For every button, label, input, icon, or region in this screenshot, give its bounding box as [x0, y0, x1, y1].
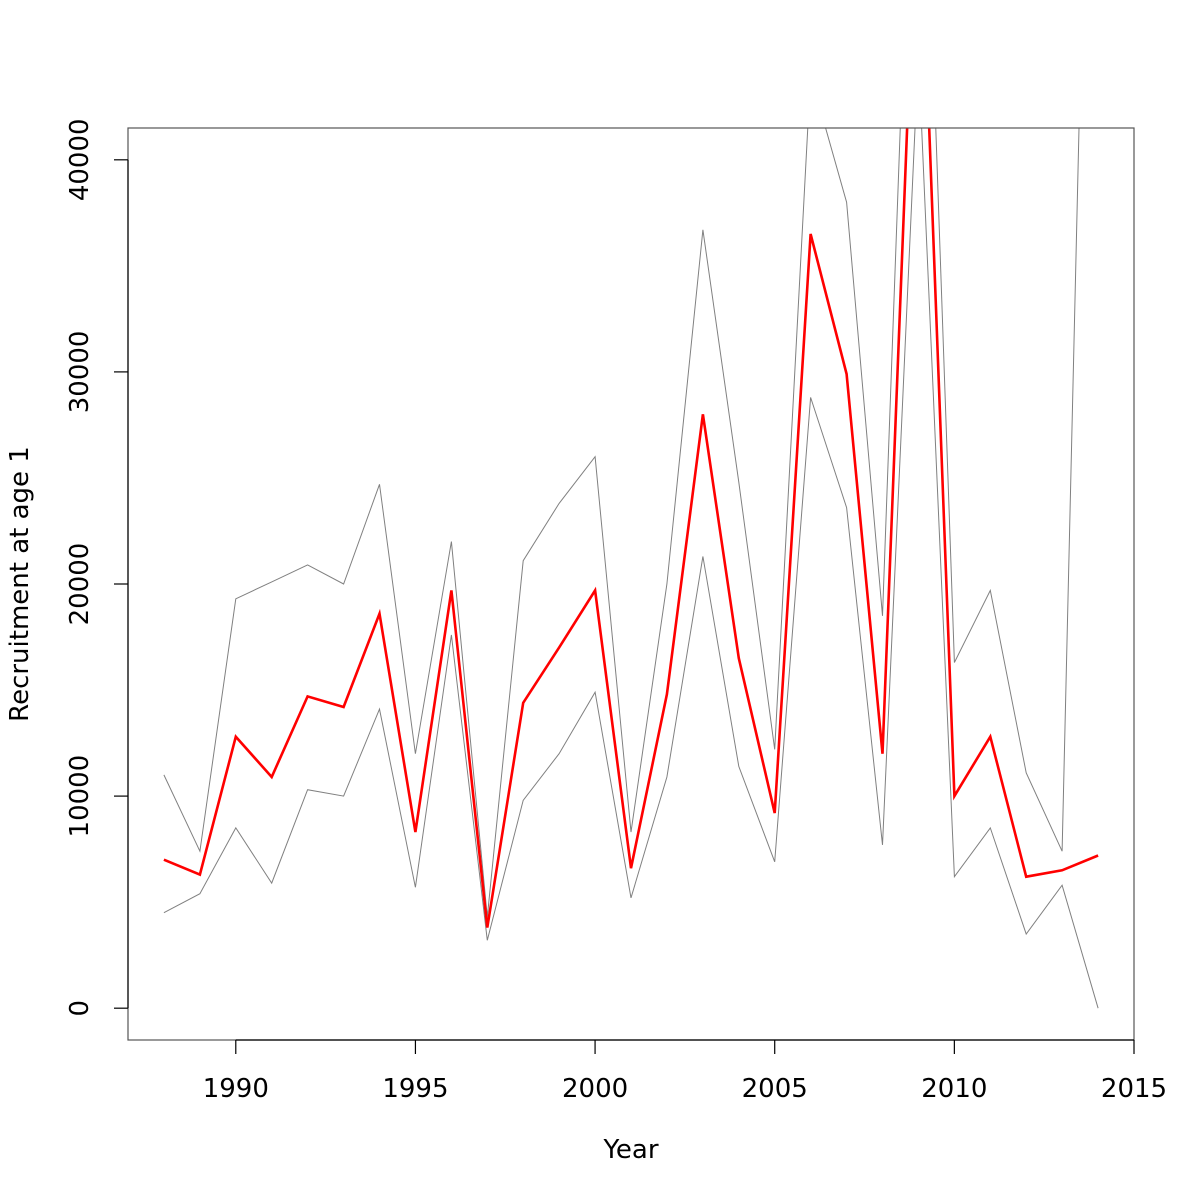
y-tick-label: 20000 [65, 543, 95, 626]
y-axis-title: Recruitment at age 1 [5, 446, 35, 722]
plot-frame [127, 127, 1135, 1041]
x-axis: 1990 1995 2000 2005 2010 2015 [203, 1039, 1167, 1104]
x-tick-label: 1990 [203, 1074, 269, 1104]
y-tick-label: 10000 [65, 755, 95, 838]
y-tick-label: 40000 [65, 118, 95, 201]
series-line-estimate [163, 128, 1099, 928]
x-axis-title: Year [602, 1135, 658, 1165]
x-tick-label: 2010 [921, 1074, 987, 1104]
series-line-upper [163, 128, 1080, 918]
x-tick-label: 2005 [742, 1074, 808, 1104]
x-tick-label: 2000 [562, 1074, 628, 1104]
y-tick-label: 0 [65, 1000, 95, 1017]
x-tick-label: 2015 [1101, 1074, 1167, 1104]
y-axis: 0 10000 20000 30000 40000 [65, 118, 129, 1017]
series-line-lower [163, 128, 1099, 1009]
x-tick-label: 1995 [382, 1074, 448, 1104]
y-tick-label: 30000 [65, 331, 95, 414]
series-layer [163, 128, 1099, 1009]
